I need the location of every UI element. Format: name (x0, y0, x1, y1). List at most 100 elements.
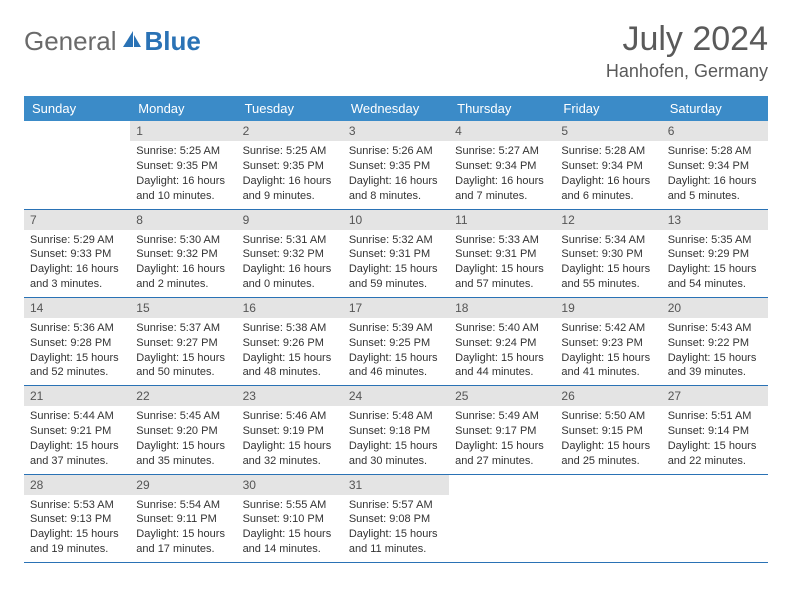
calendar-cell: 5Sunrise: 5:28 AMSunset: 9:34 PMDaylight… (555, 121, 661, 209)
weekday-header: Wednesday (343, 96, 449, 121)
weekday-header: Saturday (662, 96, 768, 121)
weekday-header-row: Sunday Monday Tuesday Wednesday Thursday… (24, 96, 768, 121)
day-number: 12 (555, 210, 661, 230)
weekday-header: Thursday (449, 96, 555, 121)
day-details: Sunrise: 5:28 AMSunset: 9:34 PMDaylight:… (662, 141, 768, 208)
day-details: Sunrise: 5:31 AMSunset: 9:32 PMDaylight:… (237, 230, 343, 297)
calendar-cell: 8Sunrise: 5:30 AMSunset: 9:32 PMDaylight… (130, 209, 236, 297)
calendar-cell: 15Sunrise: 5:37 AMSunset: 9:27 PMDayligh… (130, 297, 236, 385)
calendar-cell: 23Sunrise: 5:46 AMSunset: 9:19 PMDayligh… (237, 386, 343, 474)
day-number: 15 (130, 298, 236, 318)
day-details: Sunrise: 5:50 AMSunset: 9:15 PMDaylight:… (555, 406, 661, 473)
weekday-header: Sunday (24, 96, 130, 121)
day-details: Sunrise: 5:51 AMSunset: 9:14 PMDaylight:… (662, 406, 768, 473)
calendar-row: 21Sunrise: 5:44 AMSunset: 9:21 PMDayligh… (24, 386, 768, 474)
day-details: Sunrise: 5:32 AMSunset: 9:31 PMDaylight:… (343, 230, 449, 297)
day-details: Sunrise: 5:25 AMSunset: 9:35 PMDaylight:… (237, 141, 343, 208)
calendar-row: 28Sunrise: 5:53 AMSunset: 9:13 PMDayligh… (24, 474, 768, 562)
day-number: 16 (237, 298, 343, 318)
day-details: Sunrise: 5:46 AMSunset: 9:19 PMDaylight:… (237, 406, 343, 473)
day-number: 5 (555, 121, 661, 141)
calendar-cell: 3Sunrise: 5:26 AMSunset: 9:35 PMDaylight… (343, 121, 449, 209)
day-details: Sunrise: 5:26 AMSunset: 9:35 PMDaylight:… (343, 141, 449, 208)
day-number: 9 (237, 210, 343, 230)
day-number: 29 (130, 475, 236, 495)
day-number: 19 (555, 298, 661, 318)
calendar-cell: 14Sunrise: 5:36 AMSunset: 9:28 PMDayligh… (24, 297, 130, 385)
calendar-cell: 13Sunrise: 5:35 AMSunset: 9:29 PMDayligh… (662, 209, 768, 297)
day-number: 4 (449, 121, 555, 141)
calendar-cell: 10Sunrise: 5:32 AMSunset: 9:31 PMDayligh… (343, 209, 449, 297)
day-number: 18 (449, 298, 555, 318)
weekday-header: Friday (555, 96, 661, 121)
calendar-cell: 31Sunrise: 5:57 AMSunset: 9:08 PMDayligh… (343, 474, 449, 562)
calendar-cell: 24Sunrise: 5:48 AMSunset: 9:18 PMDayligh… (343, 386, 449, 474)
calendar-row: 7Sunrise: 5:29 AMSunset: 9:33 PMDaylight… (24, 209, 768, 297)
day-details: Sunrise: 5:48 AMSunset: 9:18 PMDaylight:… (343, 406, 449, 473)
calendar-cell: 7Sunrise: 5:29 AMSunset: 9:33 PMDaylight… (24, 209, 130, 297)
day-number: 26 (555, 386, 661, 406)
calendar-cell: 4Sunrise: 5:27 AMSunset: 9:34 PMDaylight… (449, 121, 555, 209)
calendar-cell: 9Sunrise: 5:31 AMSunset: 9:32 PMDaylight… (237, 209, 343, 297)
calendar-cell: 25Sunrise: 5:49 AMSunset: 9:17 PMDayligh… (449, 386, 555, 474)
day-number: 8 (130, 210, 236, 230)
day-number: 23 (237, 386, 343, 406)
calendar-cell: 19Sunrise: 5:42 AMSunset: 9:23 PMDayligh… (555, 297, 661, 385)
calendar-cell (662, 474, 768, 562)
day-number: 17 (343, 298, 449, 318)
day-details: Sunrise: 5:39 AMSunset: 9:25 PMDaylight:… (343, 318, 449, 385)
day-number: 25 (449, 386, 555, 406)
day-details: Sunrise: 5:33 AMSunset: 9:31 PMDaylight:… (449, 230, 555, 297)
day-details: Sunrise: 5:27 AMSunset: 9:34 PMDaylight:… (449, 141, 555, 208)
calendar-cell: 2Sunrise: 5:25 AMSunset: 9:35 PMDaylight… (237, 121, 343, 209)
day-details: Sunrise: 5:57 AMSunset: 9:08 PMDaylight:… (343, 495, 449, 562)
calendar-cell: 21Sunrise: 5:44 AMSunset: 9:21 PMDayligh… (24, 386, 130, 474)
day-number: 6 (662, 121, 768, 141)
day-number: 31 (343, 475, 449, 495)
day-number: 20 (662, 298, 768, 318)
day-number: 22 (130, 386, 236, 406)
day-details: Sunrise: 5:38 AMSunset: 9:26 PMDaylight:… (237, 318, 343, 385)
location-label: Hanhofen, Germany (606, 61, 768, 82)
calendar-cell: 30Sunrise: 5:55 AMSunset: 9:10 PMDayligh… (237, 474, 343, 562)
day-details: Sunrise: 5:28 AMSunset: 9:34 PMDaylight:… (555, 141, 661, 208)
day-details: Sunrise: 5:37 AMSunset: 9:27 PMDaylight:… (130, 318, 236, 385)
logo-text-general: General (24, 26, 117, 57)
calendar-row: 14Sunrise: 5:36 AMSunset: 9:28 PMDayligh… (24, 297, 768, 385)
header: General Blue July 2024 Hanhofen, Germany (24, 20, 768, 82)
day-number: 11 (449, 210, 555, 230)
day-details: Sunrise: 5:40 AMSunset: 9:24 PMDaylight:… (449, 318, 555, 385)
day-details: Sunrise: 5:54 AMSunset: 9:11 PMDaylight:… (130, 495, 236, 562)
day-details: Sunrise: 5:49 AMSunset: 9:17 PMDaylight:… (449, 406, 555, 473)
calendar-body: 1Sunrise: 5:25 AMSunset: 9:35 PMDaylight… (24, 121, 768, 563)
day-details: Sunrise: 5:44 AMSunset: 9:21 PMDaylight:… (24, 406, 130, 473)
day-details: Sunrise: 5:55 AMSunset: 9:10 PMDaylight:… (237, 495, 343, 562)
day-details: Sunrise: 5:30 AMSunset: 9:32 PMDaylight:… (130, 230, 236, 297)
day-number: 1 (130, 121, 236, 141)
calendar-cell: 29Sunrise: 5:54 AMSunset: 9:11 PMDayligh… (130, 474, 236, 562)
day-details: Sunrise: 5:29 AMSunset: 9:33 PMDaylight:… (24, 230, 130, 297)
day-number: 24 (343, 386, 449, 406)
day-details: Sunrise: 5:34 AMSunset: 9:30 PMDaylight:… (555, 230, 661, 297)
logo: General Blue (24, 20, 201, 57)
calendar-cell: 1Sunrise: 5:25 AMSunset: 9:35 PMDaylight… (130, 121, 236, 209)
day-number: 21 (24, 386, 130, 406)
day-details: Sunrise: 5:36 AMSunset: 9:28 PMDaylight:… (24, 318, 130, 385)
day-details: Sunrise: 5:25 AMSunset: 9:35 PMDaylight:… (130, 141, 236, 208)
calendar-cell: 28Sunrise: 5:53 AMSunset: 9:13 PMDayligh… (24, 474, 130, 562)
calendar-cell: 17Sunrise: 5:39 AMSunset: 9:25 PMDayligh… (343, 297, 449, 385)
day-number: 28 (24, 475, 130, 495)
calendar-cell: 12Sunrise: 5:34 AMSunset: 9:30 PMDayligh… (555, 209, 661, 297)
day-number: 2 (237, 121, 343, 141)
calendar-cell: 11Sunrise: 5:33 AMSunset: 9:31 PMDayligh… (449, 209, 555, 297)
day-details: Sunrise: 5:35 AMSunset: 9:29 PMDaylight:… (662, 230, 768, 297)
calendar-cell: 26Sunrise: 5:50 AMSunset: 9:15 PMDayligh… (555, 386, 661, 474)
weekday-header: Monday (130, 96, 236, 121)
day-number: 13 (662, 210, 768, 230)
calendar-cell: 18Sunrise: 5:40 AMSunset: 9:24 PMDayligh… (449, 297, 555, 385)
weekday-header: Tuesday (237, 96, 343, 121)
calendar-row: 1Sunrise: 5:25 AMSunset: 9:35 PMDaylight… (24, 121, 768, 209)
calendar-cell: 22Sunrise: 5:45 AMSunset: 9:20 PMDayligh… (130, 386, 236, 474)
calendar-cell: 27Sunrise: 5:51 AMSunset: 9:14 PMDayligh… (662, 386, 768, 474)
day-number: 3 (343, 121, 449, 141)
